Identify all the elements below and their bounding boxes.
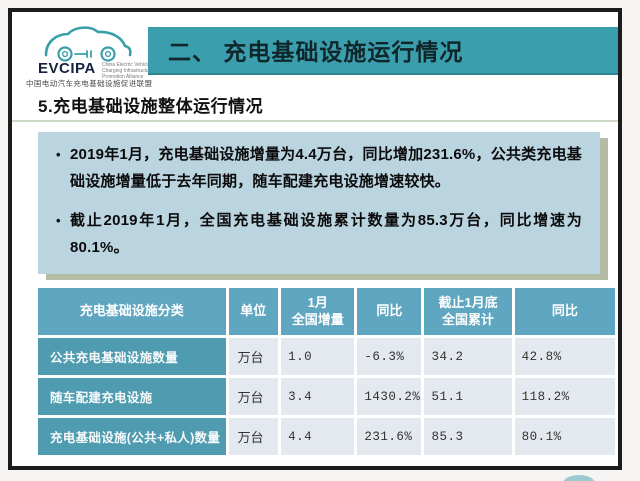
- bottom-ellipse-decoration: [563, 475, 595, 481]
- bullet-text: 2019年1月，充电基础设施增量为4.4万台，同比增加231.6%，公共类充电基…: [70, 146, 582, 190]
- value-cell: 42.8%: [514, 338, 615, 375]
- column-header: 充电基础设施分类: [38, 288, 226, 335]
- value-cell: 231.6%: [357, 418, 422, 455]
- bullet-marker: •: [56, 213, 61, 228]
- evcipa-logo: EVCIPA China Electric Vehicle Charging I…: [24, 20, 154, 94]
- bullet-text: 截止2019年1月，全国充电基础设施累计数量为85.3万台，同比增速为80.1%…: [70, 212, 582, 256]
- value-cell: 118.2%: [514, 378, 615, 415]
- column-header: 同比: [357, 288, 422, 335]
- column-header: 单位: [228, 288, 279, 335]
- value-cell: 万台: [228, 338, 279, 375]
- table-header-row: 充电基础设施分类 单位 1月 全国增量 同比 截止1月底 全国累计 同比: [38, 288, 615, 335]
- value-cell: 80.1%: [514, 418, 615, 455]
- value-cell: 万台: [228, 378, 279, 415]
- value-cell: 1.0: [281, 338, 355, 375]
- column-header: 同比: [514, 288, 615, 335]
- logo-wordmark: EVCIPA: [38, 60, 96, 77]
- table-row: 公共充电基础设施数量 万台 1.0 -6.3% 34.2 42.8%: [38, 338, 615, 375]
- value-cell: 3.4: [281, 378, 355, 415]
- value-cell: 85.3: [424, 418, 512, 455]
- category-cell: 随车配建充电设施: [38, 378, 226, 415]
- value-cell: 1430.2%: [357, 378, 422, 415]
- section-subtitle: 5.充电基础设施整体运行情况: [38, 97, 264, 116]
- value-cell: 34.2: [424, 338, 512, 375]
- highlights-list: • 2019年1月，充电基础设施增量为4.4万台，同比增加231.6%，公共类充电…: [56, 141, 582, 261]
- title-bar: 二、 充电基础设施运行情况: [148, 27, 618, 73]
- column-header: 截止1月底 全国累计: [424, 288, 512, 335]
- bullet-marker: •: [56, 147, 61, 162]
- category-cell: 充电基础设施(公共+私人)数量: [38, 418, 226, 455]
- table-body: 公共充电基础设施数量 万台 1.0 -6.3% 34.2 42.8% 随车配建充电设施 万台 3…: [38, 338, 615, 455]
- highlights-box: • 2019年1月，充电基础设施增量为4.4万台，同比增加231.6%，公共类充电…: [38, 132, 600, 274]
- bullet-item: • 2019年1月，充电基础设施增量为4.4万台，同比增加231.6%，公共类充电…: [56, 141, 582, 195]
- value-cell: 51.1: [424, 378, 512, 415]
- value-cell: 万台: [228, 418, 279, 455]
- page-title: 二、 充电基础设施运行情况: [168, 39, 464, 65]
- logo-chinese-name: 中国电动汽车充电基础设施促进联盟: [26, 79, 153, 88]
- value-cell: 4.4: [281, 418, 355, 455]
- infrastructure-table: 充电基础设施分类 单位 1月 全国增量 同比 截止1月底 全国累计 同比 公共充电基础设施…: [35, 285, 618, 458]
- table-row: 随车配建充电设施 万台 3.4 1430.2% 51.1 118.2%: [38, 378, 615, 415]
- column-header: 1月 全国增量: [281, 288, 355, 335]
- bullet-item: • 截止2019年1月，全国充电基础设施累计数量为85.3万台，同比增速为80.1…: [56, 207, 582, 261]
- category-cell: 公共充电基础设施数量: [38, 338, 226, 375]
- slide-frame: EVCIPA China Electric Vehicle Charging I…: [8, 8, 622, 470]
- value-cell: -6.3%: [357, 338, 422, 375]
- table-row: 充电基础设施(公共+私人)数量 万台 4.4 231.6% 85.3 80.1%: [38, 418, 615, 455]
- logo-tagline: China Electric Vehicle Charging Infrastr…: [102, 62, 154, 80]
- horizontal-divider: [12, 120, 618, 122]
